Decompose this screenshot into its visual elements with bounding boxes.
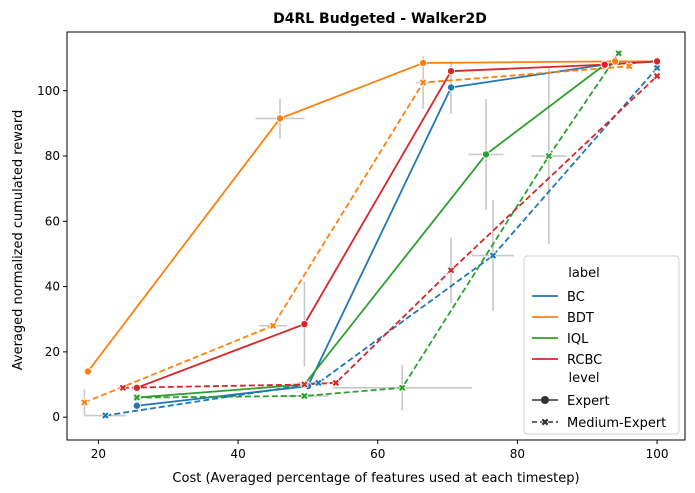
y-tick-label: 60 xyxy=(45,214,60,228)
data-point xyxy=(83,367,92,376)
data-point xyxy=(80,398,89,407)
y-tick-label: 20 xyxy=(45,345,60,359)
x-marker-shape xyxy=(331,378,341,388)
legend-level-medium-expert: Medium-Expert xyxy=(567,416,666,431)
series-line-bdt-medium-expert xyxy=(84,65,630,404)
y-tick-label: 0 xyxy=(52,410,60,424)
x-marker-shape xyxy=(132,393,142,402)
data-point xyxy=(653,57,662,66)
data-point xyxy=(300,380,309,389)
x-marker-shape xyxy=(80,398,89,407)
data-point xyxy=(268,321,278,331)
data-point xyxy=(132,383,141,392)
x-marker-shape xyxy=(397,383,407,393)
x-tick-label: 100 xyxy=(646,447,669,461)
x-marker-shape xyxy=(544,151,554,161)
legend-marker-circle xyxy=(541,396,549,404)
data-point xyxy=(101,411,110,420)
data-point xyxy=(314,378,323,388)
y-tick-label: 80 xyxy=(45,149,60,163)
data-point xyxy=(275,114,284,123)
data-point xyxy=(652,71,662,81)
x-marker-shape xyxy=(488,251,498,260)
data-point xyxy=(544,151,554,161)
x-marker-shape xyxy=(652,71,662,81)
data-point xyxy=(132,401,141,410)
x-marker-shape xyxy=(614,48,624,58)
x-marker-shape xyxy=(624,61,634,71)
data-point xyxy=(300,391,309,401)
data-point xyxy=(447,83,456,92)
legend-header-level: level xyxy=(569,371,600,386)
legend-label-iql: IQL xyxy=(567,332,589,347)
x-marker-shape xyxy=(446,265,456,275)
legend-level-expert: Expert xyxy=(567,394,610,409)
x-marker-shape xyxy=(300,391,309,401)
legend-header-label: label xyxy=(568,266,599,281)
data-point xyxy=(300,320,309,329)
x-tick-label: 60 xyxy=(370,447,385,461)
x-tick-label: 40 xyxy=(230,447,245,461)
x-tick-label: 80 xyxy=(510,447,525,461)
legend-box xyxy=(523,255,680,435)
data-point xyxy=(447,67,456,76)
data-point xyxy=(397,383,407,393)
plot-area xyxy=(66,31,686,441)
data-point xyxy=(118,383,128,393)
x-tick-label: 20 xyxy=(91,447,106,461)
x-axis-label: Cost (Averaged percentage of features us… xyxy=(172,471,579,486)
data-point xyxy=(611,57,620,66)
y-axis: 0 20 40 60 80 100 xyxy=(37,84,67,424)
x-marker-shape xyxy=(314,378,323,388)
x-marker-shape xyxy=(652,63,662,73)
data-point xyxy=(331,378,341,388)
x-marker-shape xyxy=(101,411,110,420)
x-marker-shape xyxy=(300,380,309,389)
data-point xyxy=(652,63,662,73)
y-axis-label: Averaged normalized cumulated reward xyxy=(11,110,26,371)
legend-label-bc: BC xyxy=(567,290,585,305)
legend-marker-x xyxy=(540,417,550,427)
data-point xyxy=(481,150,490,159)
x-marker-shape xyxy=(540,417,550,427)
legend: label BC BDT IQL RCBC level Expert Medium-Exper… xyxy=(523,255,680,435)
data-point xyxy=(624,61,634,71)
x-marker-shape xyxy=(268,321,278,331)
data-point xyxy=(614,48,624,58)
series-line-rcbc-medium-expert xyxy=(122,75,658,389)
x-marker-shape xyxy=(118,383,128,393)
y-tick-label: 100 xyxy=(37,84,60,98)
data-point xyxy=(132,393,142,402)
chart-title: D4RL Budgeted - Walker2D xyxy=(273,11,487,27)
data-point xyxy=(419,59,428,68)
x-marker-shape xyxy=(418,78,428,87)
data-point xyxy=(600,60,609,69)
x-axis: 20 40 60 80 100 xyxy=(91,440,669,461)
y-tick-label: 40 xyxy=(45,280,60,294)
legend-label-rcbc: RCBC xyxy=(567,353,602,368)
data-point xyxy=(488,251,498,260)
data-point xyxy=(418,78,428,87)
data-point xyxy=(446,265,456,275)
legend-label-bdt: BDT xyxy=(567,311,594,326)
series-markers xyxy=(80,48,662,420)
